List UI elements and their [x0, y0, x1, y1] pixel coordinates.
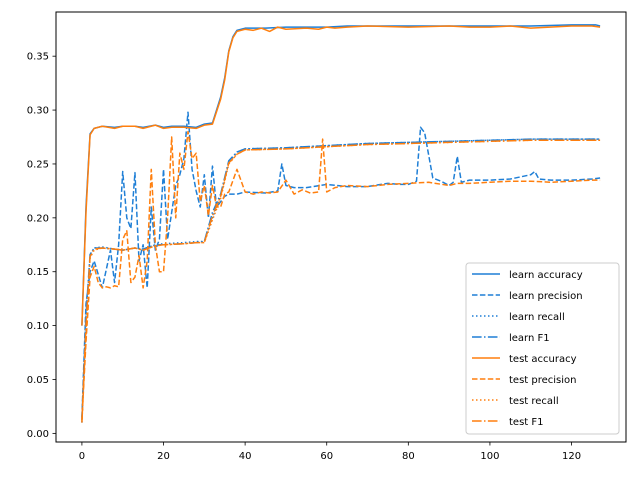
- series-layer: [81, 24, 601, 423]
- legend: learn accuracy learn precision learn recal…: [465, 262, 620, 435]
- legend-label: test recall: [509, 396, 559, 407]
- y-axis: 0.00 0.05 0.10 0.15 0.20 0.25 0.30 0.35: [27, 52, 56, 440]
- x-tick-label: 0: [79, 451, 85, 462]
- legend-label: learn precision: [509, 291, 583, 302]
- legend-label: learn recall: [509, 312, 565, 323]
- legend-label: learn accuracy: [509, 270, 583, 281]
- y-tick-label: 0.05: [27, 375, 49, 386]
- legend-label: test precision: [509, 375, 577, 386]
- x-tick-label: 80: [402, 451, 415, 462]
- y-tick-label: 0.10: [27, 321, 49, 332]
- x-axis: 0 20 40 60 80 100 120: [79, 442, 581, 462]
- legend-label: test accuracy: [509, 354, 577, 365]
- series-line-4: [81, 25, 601, 326]
- series-line-1: [81, 111, 601, 418]
- legend-label: test F1: [509, 417, 544, 428]
- y-tick-label: 0.00: [27, 429, 49, 440]
- x-tick-label: 120: [562, 451, 581, 462]
- series-line-5: [81, 130, 601, 421]
- legend-label: learn F1: [509, 333, 550, 344]
- plot-frame: [55, 11, 627, 443]
- y-tick-label: 0.20: [27, 213, 49, 224]
- x-tick-label: 100: [480, 451, 499, 462]
- series-line-7: [81, 139, 601, 422]
- x-tick-label: 40: [239, 451, 252, 462]
- legend-box: [465, 262, 620, 435]
- y-tick-label: 0.30: [27, 106, 49, 117]
- x-tick-label: 60: [320, 451, 333, 462]
- y-tick-label: 0.25: [27, 159, 49, 170]
- x-tick-label: 20: [157, 451, 170, 462]
- y-tick-label: 0.35: [27, 52, 49, 63]
- y-tick-label: 0.15: [27, 267, 49, 278]
